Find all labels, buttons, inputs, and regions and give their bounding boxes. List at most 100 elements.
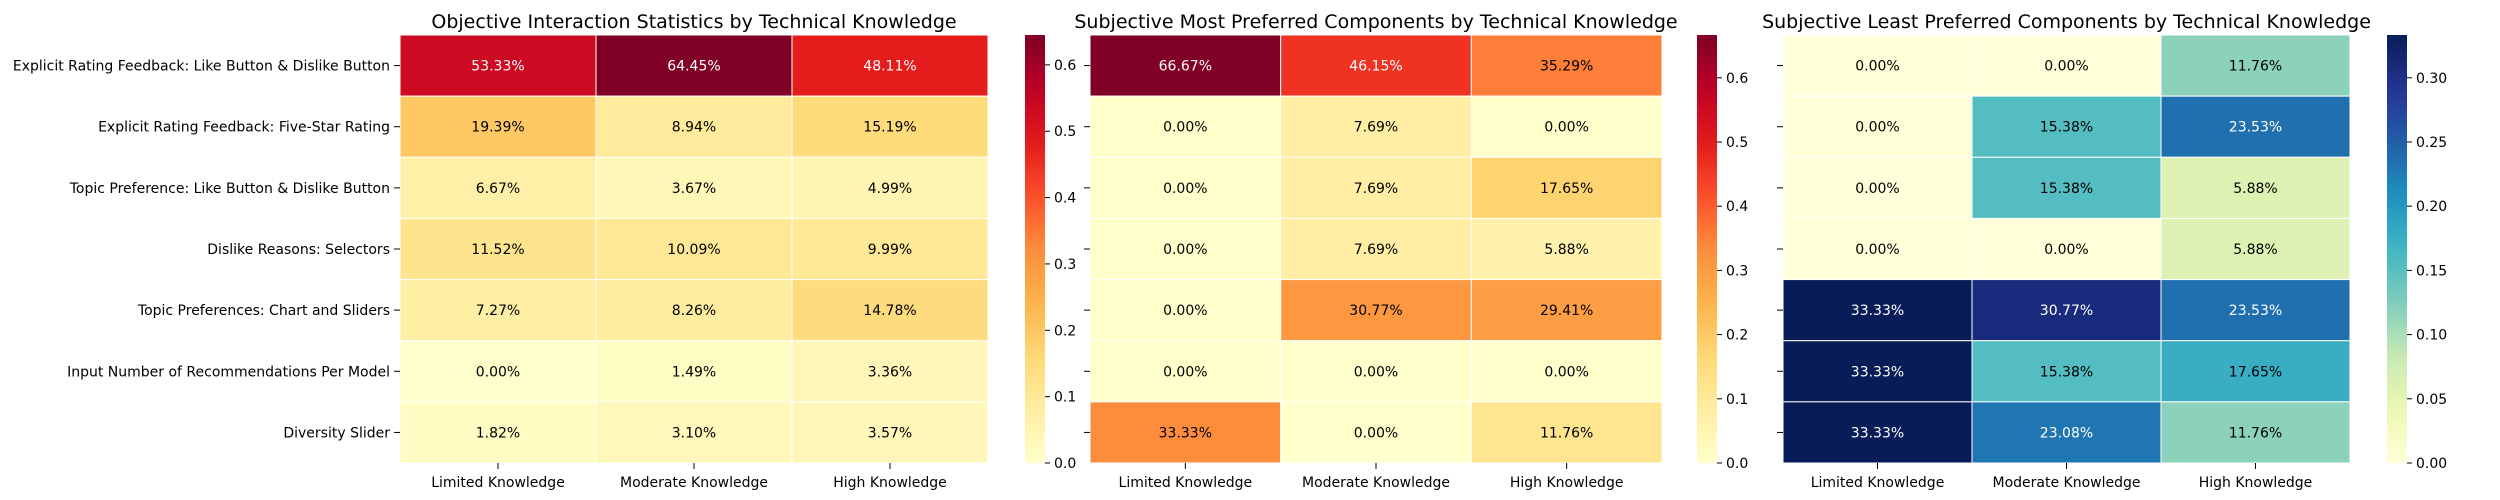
colorbar-tick-label: 0.6 (1054, 58, 1076, 74)
heatmap-cell (399, 401, 597, 464)
heatmap-cell (595, 34, 793, 97)
heatmap-cell (595, 401, 793, 464)
colorbar-tick-label: 0.10 (2416, 328, 2447, 344)
heatmap-cell (1971, 95, 2162, 158)
cell-value-label: 0.00% (1163, 303, 1207, 319)
heatmap-cell (1782, 95, 1973, 158)
colorbar-tick-label: 0.4 (1726, 199, 1748, 215)
heatmap-cell (1782, 156, 1973, 219)
y-tick-label: Topic Preferences: Chart and Sliders (137, 303, 390, 319)
cell-value-label: 11.76% (1540, 425, 1593, 441)
heatmap-cell (1971, 401, 2162, 464)
y-tick-label: Diversity Slider (283, 425, 390, 441)
cell-value-label: 0.00% (1855, 59, 1899, 75)
cell-value-label: 29.41% (1540, 303, 1593, 319)
heatmap-cell (1089, 156, 1282, 219)
cell-value-label: 15.38% (2040, 364, 2093, 380)
heatmap-panel-2: Subjective Most Preferred Components by … (1074, 11, 1748, 491)
heatmap-cell (1782, 401, 1973, 464)
heatmap-cell (791, 279, 989, 342)
cell-value-label: 8.94% (672, 120, 716, 136)
colorbar (1697, 35, 1717, 463)
heatmap-cell (791, 34, 989, 97)
heatmap-cell (1782, 340, 1973, 403)
x-tick-label: Limited Knowledge (431, 475, 565, 491)
y-tick-label: Dislike Reasons: Selectors (207, 242, 390, 258)
heatmap-cell (595, 95, 793, 158)
heatmap-cell (1280, 217, 1472, 281)
cell-value-label: 0.00% (1855, 120, 1899, 136)
cell-value-label: 23.53% (2229, 303, 2282, 319)
colorbar-tick-label: 0.3 (1054, 257, 1076, 273)
colorbar (2387, 35, 2407, 463)
cell-value-label: 7.27% (476, 303, 520, 319)
heatmap-cell (2160, 401, 2351, 464)
colorbar-tick-label: 0.5 (1054, 124, 1076, 140)
cell-value-label: 0.00% (2044, 59, 2088, 75)
heatmap-cell (1971, 217, 2162, 281)
cell-value-label: 5.88% (2233, 242, 2277, 258)
heatmap-cell (595, 340, 793, 403)
colorbar-tick-label: 0.0 (1054, 456, 1076, 472)
heatmap-cell (1971, 279, 2162, 342)
x-tick-label: Limited Knowledge (1119, 475, 1253, 491)
cell-value-label: 0.00% (1855, 242, 1899, 258)
cell-value-label: 33.33% (1159, 425, 1212, 441)
cell-value-label: 0.00% (1163, 242, 1207, 258)
cell-value-label: 30.77% (2040, 303, 2093, 319)
cell-value-label: 3.67% (672, 181, 716, 197)
cell-value-label: 15.38% (2040, 181, 2093, 197)
heatmap-panel-3: Subjective Least Preferred Components by… (1762, 11, 2447, 491)
cell-value-label: 1.49% (672, 364, 716, 380)
cell-value-label: 15.19% (863, 120, 916, 136)
cell-value-label: 3.36% (868, 364, 912, 380)
colorbar-tick-label: 0.0 (1726, 456, 1748, 472)
cell-value-label: 0.00% (1544, 364, 1588, 380)
colorbar-tick-label: 0.3 (1726, 263, 1748, 279)
x-tick-label: Moderate Knowledge (620, 475, 768, 491)
heatmap-cell (1280, 34, 1472, 97)
cell-value-label: 0.00% (1163, 181, 1207, 197)
colorbar-tick-label: 0.1 (1726, 392, 1748, 408)
colorbar-tick-label: 0.30 (2416, 71, 2447, 87)
cell-value-label: 7.69% (1354, 242, 1398, 258)
cell-value-label: 23.08% (2040, 425, 2093, 441)
colorbar-tick-label: 0.15 (2416, 263, 2447, 279)
y-tick-label: Input Number of Recommendations Per Mode… (67, 364, 390, 380)
colorbar-tick-label: 0.25 (2416, 135, 2447, 151)
chart-title: Objective Interaction Statistics by Tech… (431, 11, 956, 33)
cell-value-label: 35.29% (1540, 59, 1593, 75)
x-tick-label: High Knowledge (1510, 475, 1624, 491)
heatmap-cell (399, 279, 597, 342)
cell-value-label: 0.00% (1354, 425, 1398, 441)
cell-value-label: 11.76% (2229, 425, 2282, 441)
colorbar-tick-label: 0.5 (1726, 135, 1748, 151)
cell-value-label: 46.15% (1349, 59, 1402, 75)
chart-title: Subjective Most Preferred Components by … (1074, 11, 1677, 33)
cell-value-label: 33.33% (1851, 303, 1904, 319)
cell-value-label: 6.67% (476, 181, 520, 197)
y-tick-label: Explicit Rating Feedback: Five-Star Rati… (98, 120, 390, 136)
y-tick-label: Topic Preference: Like Button & Dislike … (69, 181, 390, 197)
cell-value-label: 4.99% (868, 181, 912, 197)
cell-value-label: 48.11% (863, 59, 916, 75)
heatmap-cell (1089, 95, 1282, 158)
x-tick-label: Limited Knowledge (1811, 475, 1945, 491)
colorbar-tick-label: 0.20 (2416, 199, 2447, 215)
cell-value-label: 0.00% (476, 364, 520, 380)
cell-value-label: 5.88% (1544, 242, 1588, 258)
colorbar-tick-label: 0.00 (2416, 456, 2447, 472)
heatmap-cell (1470, 279, 1663, 342)
heatmap-cell (791, 401, 989, 464)
cell-value-label: 19.39% (471, 120, 524, 136)
heatmap-cell (399, 95, 597, 158)
cell-value-label: 17.65% (2229, 364, 2282, 380)
heatmap-cell (2160, 217, 2351, 281)
chart-title: Subjective Least Preferred Components by… (1762, 11, 2371, 33)
cell-value-label: 5.88% (2233, 181, 2277, 197)
x-tick-label: High Knowledge (2199, 475, 2313, 491)
cell-value-label: 0.00% (2044, 242, 2088, 258)
cell-value-label: 17.65% (1540, 181, 1593, 197)
heatmap-cell (1470, 401, 1663, 464)
